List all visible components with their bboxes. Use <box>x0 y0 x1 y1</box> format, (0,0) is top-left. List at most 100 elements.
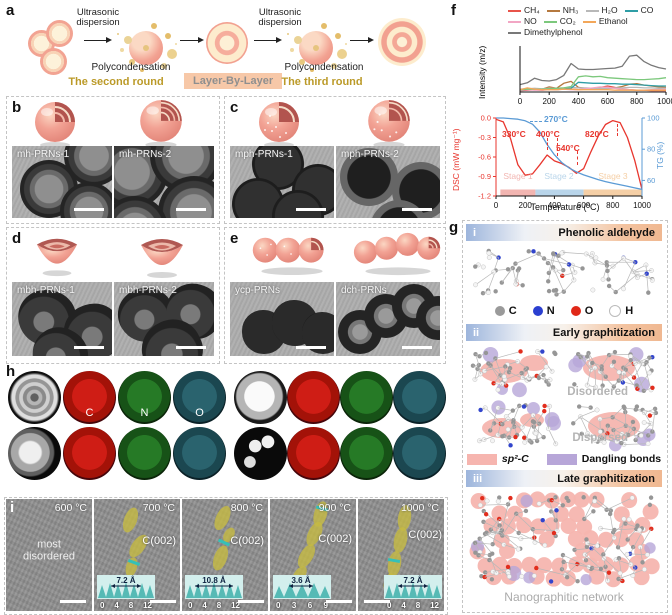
scale-bar <box>326 600 352 603</box>
svg-text:1000: 1000 <box>633 201 651 210</box>
annotation-connector <box>530 121 542 122</box>
eds-map-nitrogen <box>340 371 393 424</box>
triple-shell-sphere <box>378 18 426 66</box>
arrow-icon <box>254 36 282 43</box>
graphite-fringe-highlight <box>391 525 410 555</box>
svg-text:200: 200 <box>543 97 557 106</box>
d-spacing-value: 3.6 Å <box>291 576 310 585</box>
annotation-connector <box>557 138 558 156</box>
bowl-illustration <box>36 238 78 277</box>
eds-map-gray <box>8 427 61 480</box>
step-ultrasonic-2: Ultrasonic dispersion <box>258 7 302 29</box>
legend-item: H₂O <box>585 5 618 16</box>
stage-2-label: Stage 2 <box>544 171 574 181</box>
profile-inset: 7.2 Å <box>384 575 442 599</box>
svg-text:60: 60 <box>647 176 655 185</box>
intensity-profile: 7.2 Å <box>385 576 441 598</box>
core-shell-particle <box>370 200 428 218</box>
tem-image: mph-PRNs-2 <box>336 146 440 218</box>
section-iii-header: iii Late graphitization <box>466 470 662 487</box>
multishell-sphere-illustration <box>140 100 182 148</box>
svg-text:800: 800 <box>630 97 644 106</box>
scale-bar <box>364 600 390 603</box>
lattice-plane-label: C(002) <box>230 535 264 547</box>
scale-bar <box>74 346 104 349</box>
legend-item: CO₂ <box>543 16 576 27</box>
panel-b-label: b <box>12 99 22 116</box>
dsc-ylabel: DSC (mW mg⁻¹) <box>451 128 461 192</box>
annotation-330: 330°C <box>502 129 526 139</box>
panel-a-label: a <box>6 2 15 19</box>
eds-map-gray <box>234 427 287 480</box>
atom-legend: C N O H <box>466 305 662 317</box>
legend-item-h: H <box>609 305 633 317</box>
eds-map-gray <box>8 371 61 424</box>
annotation-connector <box>547 138 548 150</box>
svg-text:0: 0 <box>518 97 523 106</box>
tem-image: mh-PRNs-1 <box>12 146 112 218</box>
section-iii-title: Late graphitization <box>557 472 655 485</box>
legend-item-o: O <box>570 305 593 317</box>
double-shell-sphere <box>206 22 248 64</box>
scale-bar <box>238 600 264 603</box>
lattice-plane-label: C(002) <box>142 535 176 547</box>
svg-text:600: 600 <box>601 97 615 106</box>
svg-text:0: 0 <box>494 201 499 210</box>
legend-item: NO <box>508 16 537 27</box>
eds-map-nitrogen <box>340 427 393 480</box>
panel-g-label: g <box>449 219 459 236</box>
panel-c-label: c <box>230 99 239 116</box>
section-ii-header: ii Early graphitization <box>466 324 662 341</box>
d-spacing-value: 7.2 Å <box>116 576 135 585</box>
legend-item: Dimethylphenol <box>508 27 583 38</box>
d-spacing-value: 7.2 Å <box>403 576 422 585</box>
phenolic-molecule-illustration <box>473 248 655 297</box>
temperature-label: 800 °C <box>230 502 263 514</box>
sphere-chain-illustration <box>353 232 441 276</box>
hrtem-tile-600: 600 °C most disordered <box>6 499 92 611</box>
svg-text:-0.9: -0.9 <box>478 172 491 181</box>
tem-image: mph-PRNs-1 <box>230 146 334 218</box>
dsc-tg-chart: 0 200 400 600 800 1000 0.0 -0.3 -0.6 -0.9 -1.2 100 8… <box>478 114 659 211</box>
section-i-title: Phenolic aldehyde <box>558 226 655 239</box>
svg-text:800: 800 <box>606 201 620 210</box>
disordered-label: Disordered <box>567 386 628 398</box>
eds-map-oxygen <box>393 427 446 480</box>
temperature-xlabel: Temperature (°C) <box>530 202 600 212</box>
panel-i-label: i <box>10 499 15 516</box>
legend-swatch <box>508 9 521 12</box>
graphite-fringe-highlight <box>209 543 232 573</box>
legend-item: Ethanol <box>582 16 628 27</box>
dispersed-label: Dispersed <box>572 432 628 444</box>
tem-label: mbh-PRNs-2 <box>119 285 177 296</box>
panel-h-label: h <box>6 363 16 380</box>
ms-chart: 0 200 400 600 800 1000 <box>518 46 672 106</box>
eds-map-oxygen <box>173 427 226 480</box>
temperature-label: 600 °C <box>54 502 87 514</box>
hrtem-tile-800: 800 °C C(002) 10.8 Å 0 4 8 12 <box>182 499 268 611</box>
multishell-sphere-illustration <box>35 102 75 148</box>
early-graphitization-molecule <box>476 400 561 448</box>
tem-image: mh-PRNs-2 <box>114 146 214 218</box>
bond-legend: sp²-C Dangling bonds <box>466 453 662 465</box>
temperature-label: 700 °C <box>142 502 175 514</box>
mesoporous-sphere-illustration <box>368 100 410 148</box>
precursor-sphere <box>40 48 67 75</box>
panel-e-label: e <box>230 230 239 247</box>
tem-label: mh-PRNs-1 <box>17 149 70 160</box>
dispersion-sphere-2 <box>288 22 344 74</box>
annotation-400: 400°C <box>536 129 560 139</box>
scale-bar <box>296 346 326 349</box>
section-ii-title: Early graphitization <box>552 326 655 339</box>
carbon-dot-icon <box>494 306 505 316</box>
legend-swatch <box>582 20 596 23</box>
profile-ticks: 0 4 8 12 <box>387 601 439 610</box>
panel-f-label: f <box>451 2 456 19</box>
lattice-plane-label: C(002) <box>408 529 442 541</box>
legend-swatch <box>546 9 560 12</box>
temperature-label: 900 °C <box>318 502 351 514</box>
profile-ticks: 0 4 8 12 <box>100 601 152 610</box>
tem-image: mbh-PRNs-2 <box>114 282 214 356</box>
tem-image: mbh-PRNs-1 <box>12 282 112 356</box>
